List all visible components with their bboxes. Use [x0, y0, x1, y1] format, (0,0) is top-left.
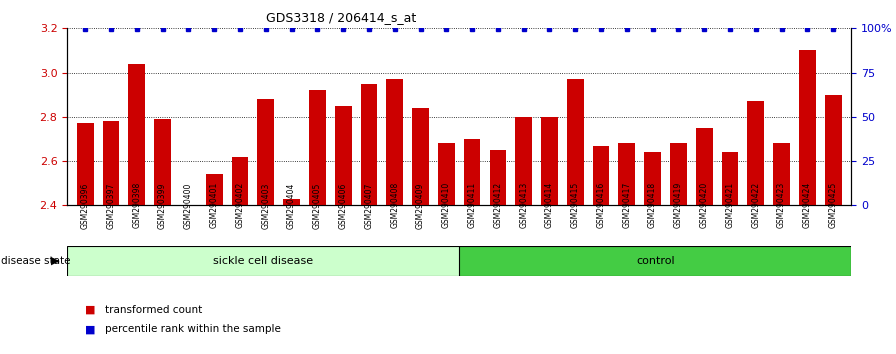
- Text: GSM290419: GSM290419: [674, 182, 683, 228]
- Text: GSM290420: GSM290420: [700, 182, 709, 228]
- Text: GSM290421: GSM290421: [726, 182, 735, 228]
- Bar: [67, 246, 459, 276]
- Text: GSM290406: GSM290406: [339, 182, 348, 229]
- Text: percentile rank within the sample: percentile rank within the sample: [105, 324, 280, 334]
- Text: ■: ■: [85, 324, 96, 334]
- Bar: [206, 174, 222, 354]
- Text: GSM290404: GSM290404: [287, 182, 296, 229]
- Bar: [489, 150, 506, 354]
- Bar: [412, 108, 429, 354]
- Text: GSM290412: GSM290412: [494, 182, 503, 228]
- Bar: [799, 50, 815, 354]
- Bar: [567, 79, 583, 354]
- Bar: [77, 124, 94, 354]
- Bar: [360, 84, 377, 354]
- Bar: [386, 79, 403, 354]
- Text: GSM290398: GSM290398: [133, 182, 142, 228]
- Bar: [154, 119, 171, 354]
- Text: GSM290422: GSM290422: [751, 182, 761, 228]
- Bar: [773, 143, 790, 354]
- Text: GSM290425: GSM290425: [829, 182, 838, 228]
- Bar: [541, 117, 558, 354]
- Text: GSM290407: GSM290407: [365, 182, 374, 229]
- Bar: [231, 156, 248, 354]
- Text: transformed count: transformed count: [105, 305, 202, 315]
- Text: GSM290424: GSM290424: [803, 182, 812, 228]
- Bar: [180, 205, 197, 354]
- Bar: [644, 152, 661, 354]
- Bar: [257, 99, 274, 354]
- Text: GSM290409: GSM290409: [416, 182, 425, 229]
- Text: GSM290410: GSM290410: [442, 182, 451, 228]
- Text: GSM290418: GSM290418: [648, 182, 657, 228]
- Bar: [459, 246, 851, 276]
- Text: disease state: disease state: [1, 256, 73, 266]
- Text: sickle cell disease: sickle cell disease: [213, 256, 314, 266]
- Bar: [438, 143, 454, 354]
- Text: GSM290402: GSM290402: [236, 182, 245, 228]
- Text: ■: ■: [85, 305, 96, 315]
- Bar: [103, 121, 119, 354]
- Text: GSM290414: GSM290414: [545, 182, 554, 228]
- Text: GSM290397: GSM290397: [107, 182, 116, 229]
- Text: GSM290413: GSM290413: [519, 182, 528, 228]
- Bar: [464, 139, 480, 354]
- Bar: [696, 128, 712, 354]
- Bar: [309, 90, 326, 354]
- Bar: [592, 145, 609, 354]
- Text: ▶: ▶: [51, 256, 59, 266]
- Bar: [335, 106, 351, 354]
- Text: GSM290417: GSM290417: [623, 182, 632, 228]
- Text: GSM290400: GSM290400: [184, 182, 193, 229]
- Text: GSM290423: GSM290423: [777, 182, 786, 228]
- Text: GSM290411: GSM290411: [468, 182, 477, 228]
- Text: GSM290401: GSM290401: [210, 182, 219, 228]
- Bar: [670, 143, 687, 354]
- Text: GSM290399: GSM290399: [158, 182, 168, 229]
- Text: GSM290405: GSM290405: [313, 182, 322, 229]
- Bar: [515, 117, 532, 354]
- Text: GDS3318 / 206414_s_at: GDS3318 / 206414_s_at: [266, 11, 417, 24]
- Text: control: control: [636, 256, 675, 266]
- Bar: [283, 199, 300, 354]
- Text: GSM290415: GSM290415: [571, 182, 580, 228]
- Text: GSM290396: GSM290396: [81, 182, 90, 229]
- Text: GSM290416: GSM290416: [597, 182, 606, 228]
- Text: GSM290403: GSM290403: [262, 182, 271, 229]
- Bar: [618, 143, 635, 354]
- Bar: [824, 95, 841, 354]
- Text: GSM290408: GSM290408: [391, 182, 400, 228]
- Bar: [747, 101, 764, 354]
- Bar: [721, 152, 738, 354]
- Bar: [128, 64, 145, 354]
